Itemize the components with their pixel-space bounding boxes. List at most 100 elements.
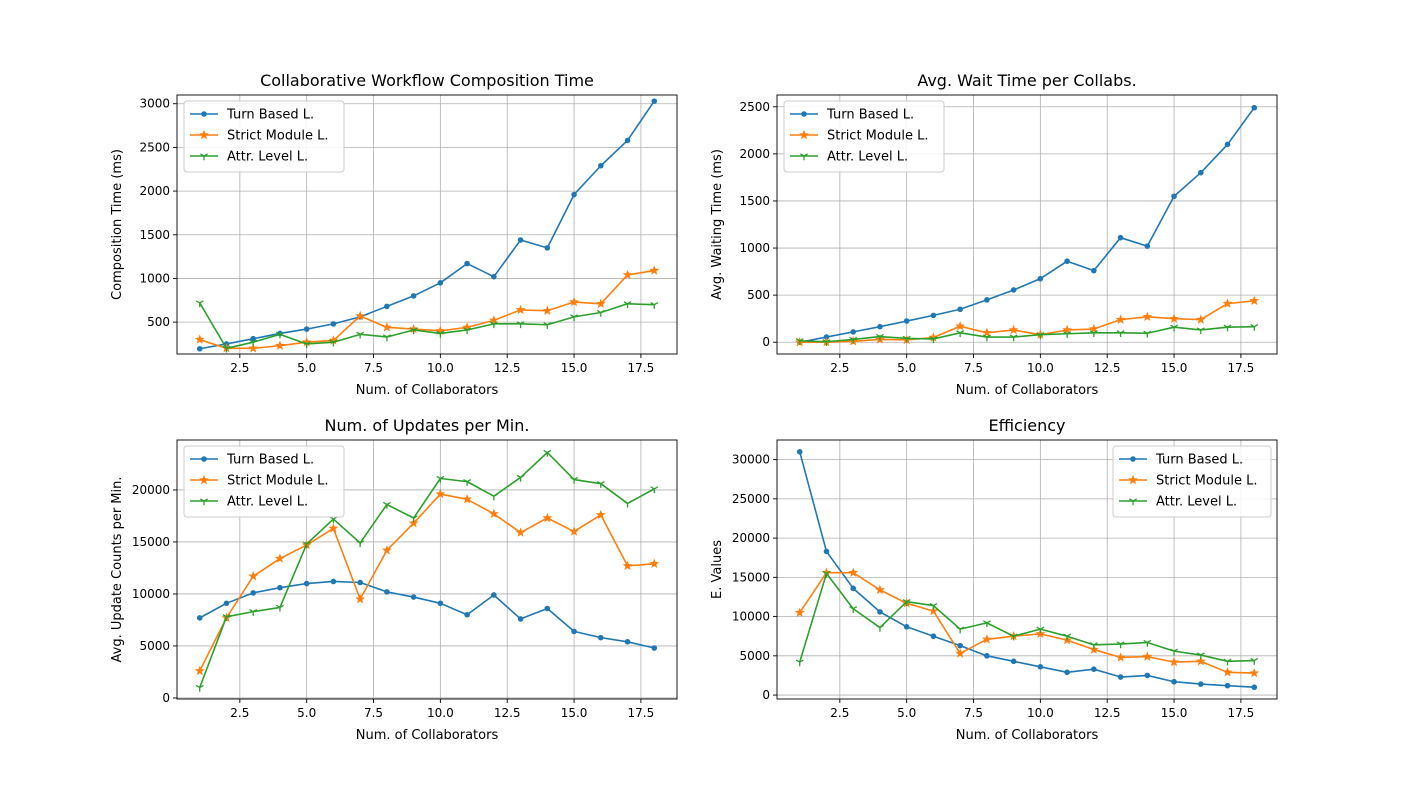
data-point — [275, 340, 285, 350]
data-point — [222, 614, 231, 622]
legend-marker — [1130, 456, 1136, 462]
x-tick-label: 5.0 — [297, 706, 316, 720]
data-point — [1010, 658, 1017, 665]
data-point — [409, 515, 418, 523]
x-tick-label: 7.5 — [364, 361, 383, 375]
data-point — [822, 339, 831, 346]
data-point — [877, 609, 883, 615]
charts-layer: 2.5 5.0 7.5 10.0 12.5 15.0 17.5 500 1000 1500 2000… — [110, 71, 1278, 743]
legend-marker — [1128, 474, 1138, 485]
data-point — [596, 481, 605, 488]
data-point — [622, 560, 633, 571]
data-point — [384, 303, 390, 310]
data-point — [929, 602, 938, 610]
data-point — [877, 323, 883, 330]
data-point — [250, 590, 257, 596]
data-point — [1142, 311, 1153, 322]
chart-4: 2.5 5.0 7.5 10.0 12.5 15.0 17.5 0 5000 10000 15000… — [710, 416, 1278, 743]
data-point — [956, 626, 965, 634]
data-point — [597, 634, 604, 641]
data-point — [542, 305, 553, 315]
y-tick-label: 15000 — [132, 535, 170, 549]
data-point — [302, 541, 311, 549]
data-point — [795, 659, 804, 667]
data-point — [1249, 295, 1260, 305]
legend-label: Turn Based L. — [826, 108, 914, 123]
data-point — [875, 333, 884, 341]
data-point — [624, 137, 631, 144]
x-tick-label: 17.5 — [1228, 361, 1255, 375]
legend-marker — [199, 474, 209, 485]
legend-label: Attr. Level L. — [1156, 495, 1237, 510]
data-point — [462, 494, 473, 504]
y-axis-label: Avg. Update Counts per Min. — [110, 477, 125, 663]
data-point — [930, 312, 937, 319]
x-tick-label: 10.0 — [427, 706, 454, 720]
data-point — [1249, 667, 1260, 678]
data-point — [649, 265, 660, 275]
data-point — [571, 628, 577, 635]
legend: Turn Based L. Strict Module L. Attr. Level… — [183, 100, 345, 173]
data-point — [355, 310, 366, 321]
data-point — [597, 162, 604, 169]
data-point — [928, 332, 939, 342]
data-point — [436, 475, 445, 483]
legend-label: Strict Module L. — [227, 474, 328, 489]
data-point — [384, 589, 390, 595]
data-point — [595, 298, 606, 308]
data-point — [357, 579, 363, 586]
y-tick-label: 2000 — [139, 184, 170, 198]
legend: Turn Based L. Strict Module L. Attr. Level… — [183, 445, 345, 518]
data-point — [984, 297, 990, 303]
data-point — [355, 593, 366, 604]
legend-label: Turn Based L. — [226, 108, 314, 123]
data-point — [1089, 642, 1098, 650]
data-point — [903, 318, 910, 324]
data-point — [650, 486, 659, 494]
series-line-1 — [798, 451, 1255, 689]
data-point — [462, 322, 473, 332]
data-point — [1222, 667, 1233, 677]
data-point — [329, 339, 338, 347]
data-point — [624, 638, 631, 645]
data-point — [1088, 323, 1099, 334]
x-tick-label: 12.5 — [494, 361, 521, 375]
data-point — [1143, 330, 1152, 338]
x-tick-label: 10.0 — [427, 361, 454, 375]
data-point — [1063, 331, 1072, 338]
data-point — [1224, 141, 1231, 148]
data-point — [929, 336, 938, 344]
series-line-3 — [199, 302, 655, 350]
y-tick-label: 10000 — [732, 610, 770, 624]
data-point — [330, 578, 337, 585]
data-point — [849, 336, 858, 344]
data-point — [1091, 666, 1097, 672]
data-point — [1037, 664, 1044, 670]
y-tick-label: 1000 — [139, 271, 170, 285]
y-tick-label: 1500 — [739, 194, 770, 208]
x-axis-label: Num. of Collaborators — [956, 383, 1099, 398]
legend-label: Attr. Level L. — [227, 150, 308, 165]
data-point — [222, 345, 231, 353]
legend-marker — [200, 498, 208, 506]
data-point — [981, 327, 992, 338]
data-point — [955, 648, 966, 658]
y-axis-label: E. Values — [710, 540, 725, 599]
data-point — [1223, 324, 1232, 332]
data-point — [515, 527, 526, 537]
data-point — [277, 584, 283, 591]
legend: Turn Based L. Strict Module L. Attr. Level… — [1112, 445, 1272, 518]
x-tick-label: 10.0 — [1027, 361, 1054, 375]
data-point — [1062, 324, 1073, 335]
data-point — [571, 191, 577, 198]
data-point — [328, 335, 339, 345]
data-point — [542, 512, 553, 523]
data-point — [955, 321, 966, 331]
data-point — [196, 345, 203, 352]
legend-marker — [800, 153, 808, 161]
data-point — [903, 623, 910, 630]
x-tick-label: 7.5 — [964, 361, 983, 375]
data-point — [1144, 672, 1151, 679]
y-tick-label: 500 — [747, 288, 770, 302]
